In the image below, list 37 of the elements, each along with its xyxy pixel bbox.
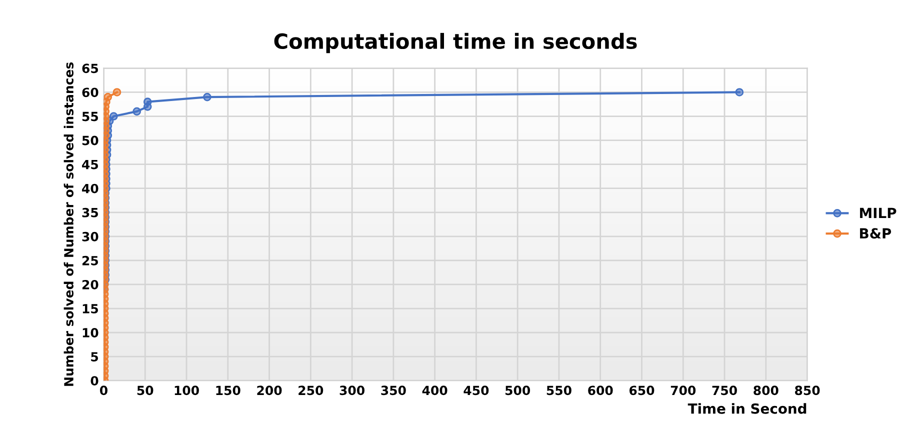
x-tick-label: 0 [100,386,108,396]
x-tick-label: 150 [216,386,240,396]
x-tick-label: 100 [174,386,199,396]
y-tick-label: 0 [90,376,98,386]
x-tick-label: 550 [546,386,572,396]
x-tick-label: 350 [381,386,406,396]
y-tick-label: 65 [82,64,98,74]
x-tick-label: 50 [137,386,154,396]
x-tick-label: 800 [754,386,778,396]
y-tick-label: 35 [82,208,98,218]
legend-label: B&P [860,228,892,239]
y-tick-label: 30 [82,232,98,242]
y-tick-label: 5 [91,352,98,362]
y-tick-label: 15 [82,304,98,314]
y-tick-label: 40 [82,184,98,194]
y-axis-title: Number solved of Number of solved instances [64,62,74,386]
x-tick-label: 300 [340,386,364,396]
x-tick-label: 500 [506,386,530,396]
x-tick-label: 650 [629,386,654,396]
y-tick-label: 25 [82,256,98,266]
x-tick-label: 600 [588,386,613,396]
x-tick-label: 700 [670,386,696,396]
y-tick-label: 20 [82,280,98,290]
x-tick-label: 750 [712,386,737,396]
x-tick-label: 250 [298,386,324,396]
y-tick-label: 60 [82,88,98,98]
chart-title: Computational time in seconds [274,32,637,54]
x-tick-label: 200 [257,386,282,396]
y-tick-label: 45 [82,160,98,170]
x-tick-label: 400 [422,386,448,396]
y-tick-label: 50 [82,136,98,146]
x-tick-label: 850 [795,386,820,396]
y-tick-label: 55 [82,112,98,122]
legend-label: MILP [860,208,896,218]
x-axis-title: Time in Second [688,403,806,414]
y-tick-label: 10 [82,328,98,338]
x-tick-label: 450 [464,386,489,396]
